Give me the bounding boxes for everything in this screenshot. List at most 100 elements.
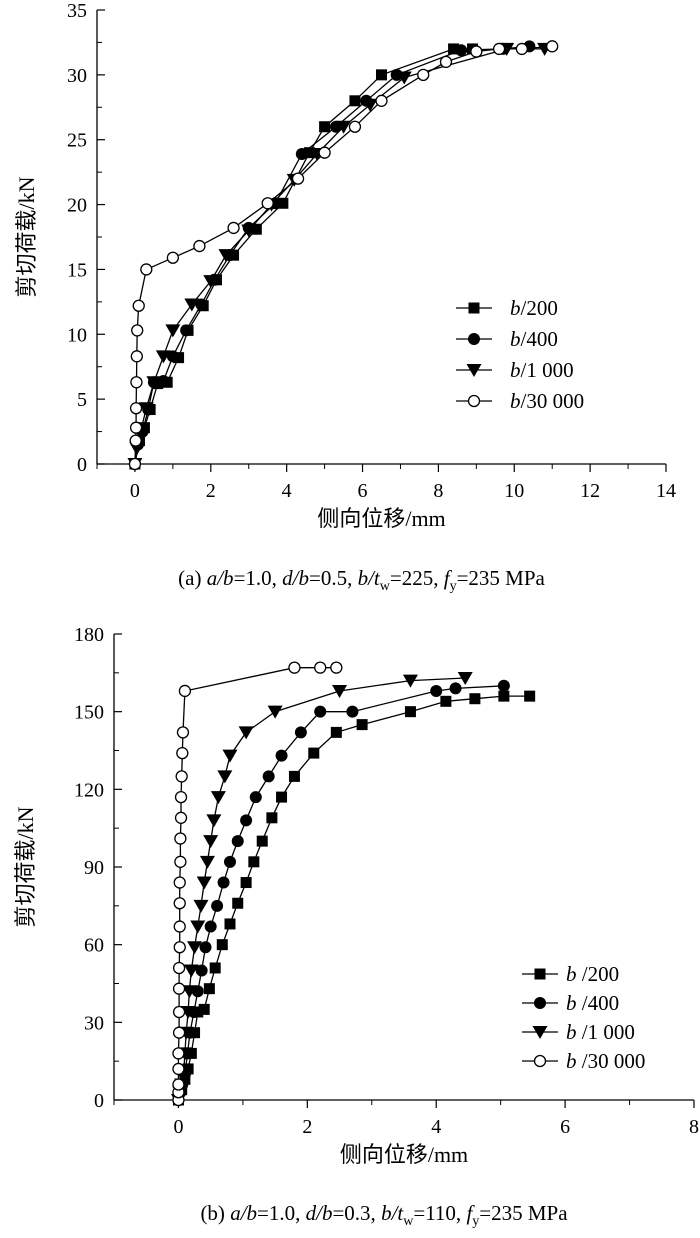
data-point-b-3: [176, 746, 189, 760]
data-point-b-1: [346, 705, 359, 718]
x-tick-label-b: 2: [302, 1116, 312, 1138]
data-point-b-1: [430, 684, 443, 697]
data-point-b-0: [248, 856, 260, 868]
data-point-b-2: [222, 749, 238, 763]
data-point-b-3: [176, 726, 190, 739]
data-point-a-0: [277, 197, 289, 209]
series-a-2: [127, 42, 553, 471]
data-point-a-2: [138, 402, 154, 416]
data-point-b-2: [238, 726, 254, 740]
data-point-b-0: [404, 706, 416, 718]
data-point-b-3: [173, 876, 186, 889]
data-point-b-0: [209, 962, 221, 974]
data-point-b-2: [332, 684, 348, 698]
x-tick-label-b: 8: [689, 1116, 699, 1138]
legend-label-b: b /400: [566, 991, 619, 1015]
x-tick-label-a: 2: [206, 480, 216, 502]
y-axis-label-a: 剪切荷载/kN: [14, 176, 39, 297]
data-point-b-1: [224, 855, 236, 868]
legend-label-a: b/1 000: [510, 358, 574, 382]
y-tick-label-a: 25: [67, 130, 87, 152]
data-point-a-3: [131, 324, 144, 337]
data-point-b-3: [173, 920, 186, 933]
y-axis-label-b: 剪切荷载/kN: [13, 806, 38, 927]
data-point-a-2: [155, 350, 171, 364]
legend-marker-b: [532, 1026, 548, 1039]
data-point-b-0: [276, 791, 288, 803]
data-point-a-3: [470, 45, 483, 58]
x-tick-label-a: 12: [580, 480, 600, 502]
y-tick-label-a: 20: [67, 195, 87, 217]
series-a-3: [128, 40, 559, 471]
data-point-a-2: [165, 324, 181, 338]
data-point-b-1: [204, 920, 217, 933]
data-point-a-3: [417, 68, 430, 82]
legend-label-a: b/200: [510, 296, 558, 320]
data-point-a-3: [132, 299, 145, 312]
y-tick-label-a: 35: [67, 0, 87, 22]
data-point-a-3: [140, 263, 153, 276]
data-point-a-3: [130, 350, 143, 363]
data-point-b-0: [440, 695, 452, 707]
data-point-b-3: [174, 811, 188, 824]
data-point-b-0: [308, 747, 320, 759]
data-point-b-1: [449, 682, 462, 695]
data-point-a-3: [546, 40, 559, 53]
x-tick-label-b: 4: [431, 1116, 441, 1138]
data-point-a-2: [184, 298, 200, 312]
data-point-b-3: [314, 661, 327, 674]
data-point-b-2: [196, 876, 212, 890]
series-line-b-1: [177, 685, 504, 1101]
y-tick-label-b: 30: [84, 1012, 104, 1034]
data-point-b-3: [172, 1005, 186, 1019]
data-point-a-3: [348, 120, 362, 133]
data-point-b-3: [174, 855, 187, 868]
x-tick-label-a: 6: [358, 480, 368, 502]
x-tick-label-a: 14: [656, 480, 676, 502]
y-tick-label-a: 0: [77, 454, 87, 476]
legend-a: b/200 b/400 b/1 000 b/30 000: [456, 296, 584, 413]
data-point-b-2: [206, 814, 222, 828]
data-point-b-1: [199, 941, 212, 954]
data-point-b-1: [231, 835, 244, 848]
data-point-a-1: [166, 350, 179, 363]
data-point-a-2: [362, 98, 378, 112]
y-tick-label-b: 60: [84, 935, 104, 957]
legend-marker-a: [468, 333, 480, 345]
data-point-b-3: [172, 1026, 186, 1039]
data-point-a-3: [193, 239, 206, 253]
data-point-a-1: [455, 44, 468, 57]
y-tick-label-a: 5: [77, 389, 87, 411]
data-point-b-0: [356, 719, 368, 731]
legend-label-a: b/400: [510, 327, 558, 351]
y-tick-label-a: 10: [67, 324, 87, 346]
caption-b: (b) a/b=1.0, d/b=0.3, b/tw=110, fy=235 M…: [200, 1201, 568, 1229]
data-point-b-2: [457, 672, 473, 686]
data-point-b-1: [497, 679, 510, 692]
data-point-b-0: [216, 939, 228, 951]
data-point-a-2: [146, 376, 162, 390]
data-point-a-3: [227, 221, 240, 235]
legend-marker-a: [468, 302, 480, 314]
series-a-0: [129, 43, 479, 470]
data-point-b-1: [195, 964, 208, 977]
data-point-a-3: [166, 251, 180, 264]
data-point-b-0: [232, 897, 244, 909]
data-point-b-3: [173, 897, 186, 910]
x-tick-label-b: 0: [173, 1116, 183, 1138]
data-point-a-1: [180, 324, 193, 337]
data-point-b-2: [183, 964, 199, 978]
series-b-2: [170, 672, 473, 1107]
x-tick-label-a: 8: [433, 480, 443, 502]
x-tick-label-b: 6: [560, 1116, 570, 1138]
data-point-b-3: [174, 790, 188, 804]
data-point-b-1: [217, 876, 230, 889]
y-tick-label-a: 15: [67, 259, 87, 281]
data-point-a-3: [128, 457, 142, 471]
data-point-a-1: [295, 147, 308, 160]
series-b-3: [172, 661, 343, 1107]
data-point-b-0: [240, 877, 252, 889]
data-point-b-0: [266, 812, 278, 824]
data-point-b-1: [275, 749, 288, 762]
legend-marker-b: [534, 968, 546, 980]
